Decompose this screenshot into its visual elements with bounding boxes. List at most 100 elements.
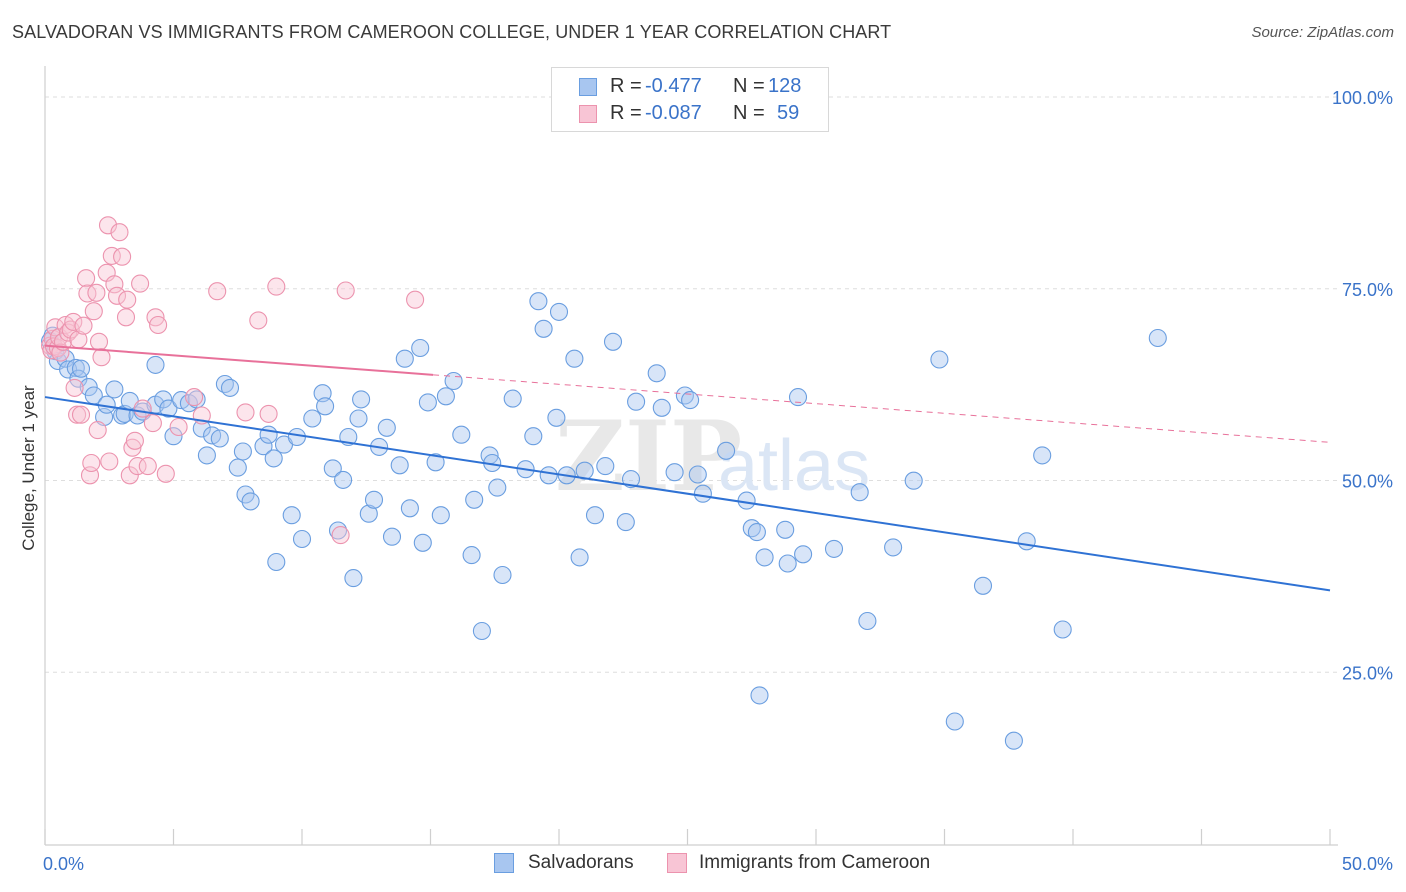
axes — [44, 66, 1338, 846]
data-point-salvadoran — [858, 611, 877, 631]
y-tick-label: 75.0% — [1342, 280, 1393, 300]
legend-swatch-pink — [667, 853, 687, 873]
data-point-salvadoran — [529, 292, 548, 311]
data-point-salvadoran — [344, 569, 363, 588]
legend-n-label: N = — [733, 75, 765, 97]
data-point-cameroon — [143, 414, 162, 433]
data-point-salvadoran — [390, 456, 409, 475]
data-point-salvadoran — [973, 576, 993, 595]
data-point-cameroon — [149, 315, 168, 335]
data-point-salvadoran — [688, 465, 707, 484]
data-point-cameroon — [107, 286, 127, 305]
data-point-salvadoran — [534, 319, 553, 338]
data-point-salvadoran — [334, 470, 353, 489]
legend-swatch-blue — [494, 853, 514, 873]
data-point-cameroon — [102, 246, 121, 265]
data-point-salvadoran — [282, 506, 301, 525]
data-point-salvadoran — [755, 548, 774, 567]
data-point-salvadoran — [465, 490, 484, 509]
data-point-salvadoran — [400, 499, 419, 518]
data-point-salvadoran — [316, 397, 335, 416]
data-point-salvadoran — [154, 390, 173, 409]
data-point-salvadoran — [395, 349, 414, 368]
data-point-salvadoran — [197, 446, 216, 465]
data-point-cameroon — [406, 290, 425, 309]
data-point-salvadoran — [418, 393, 437, 412]
legend-n-label: N = — [733, 102, 765, 124]
data-point-salvadoran — [776, 520, 795, 539]
data-point-salvadoran — [778, 554, 797, 573]
data-point-cameroon — [169, 417, 188, 437]
data-point-salvadoran — [71, 359, 91, 378]
data-point-cameroon — [98, 216, 118, 235]
data-point-salvadoran — [259, 425, 278, 444]
series-legend: Salvadorans Immigrants from Cameroon — [0, 851, 1406, 879]
data-point-salvadoran — [146, 355, 165, 374]
data-point-cameroon — [331, 526, 350, 545]
legend-r-label: R = — [610, 75, 642, 97]
data-point-salvadoran — [539, 466, 558, 485]
data-point-salvadoran — [436, 387, 455, 406]
data-point-cameroon — [125, 431, 144, 450]
data-point-salvadoran — [210, 429, 229, 448]
data-point-salvadoran — [1004, 731, 1023, 750]
data-point-cameroon — [65, 378, 84, 397]
data-point-salvadoran — [1017, 532, 1036, 551]
legend-row-salvadorans: R = -0.477 N = 128 — [552, 73, 828, 101]
data-point-cameroon — [71, 405, 91, 424]
data-point-cameroon — [185, 388, 204, 407]
data-point-salvadoran — [794, 545, 813, 564]
data-point-salvadoran — [377, 418, 396, 437]
legend-n-value: 59 — [777, 102, 800, 124]
data-point-salvadoran — [303, 409, 322, 428]
watermark: ZIP atlas — [555, 400, 870, 513]
data-point-salvadoran — [105, 380, 124, 399]
data-point-cameroon — [267, 277, 286, 296]
data-point-salvadoran — [1148, 328, 1167, 348]
data-point-salvadoran — [850, 483, 869, 502]
data-point-salvadoran — [364, 490, 384, 509]
data-point-salvadoran — [665, 463, 684, 482]
data-point-salvadoran — [570, 548, 589, 567]
data-point-salvadoran — [603, 332, 623, 351]
chart-source: Source: ZipAtlas.com — [1251, 24, 1394, 41]
data-point-salvadoran — [452, 425, 471, 444]
data-point-salvadoran — [349, 409, 368, 428]
data-point-salvadoran — [549, 302, 569, 321]
data-point-cameroon — [43, 329, 62, 348]
data-point-cameroon — [51, 343, 70, 362]
data-point-salvadoran — [737, 491, 756, 510]
data-point-salvadoran — [59, 360, 78, 379]
legend-r-value: -0.087 — [645, 102, 702, 124]
data-point-cameroon — [110, 223, 129, 242]
data-point-salvadoran — [547, 408, 566, 427]
data-point-cameroon — [236, 403, 255, 422]
data-point-salvadoran — [884, 538, 903, 557]
data-point-salvadoran — [717, 441, 736, 460]
data-point-salvadoran — [267, 552, 286, 572]
data-point-cameroon — [131, 274, 150, 293]
data-point-salvadoran — [616, 513, 635, 532]
data-point-salvadoran — [254, 437, 273, 456]
data-point-salvadoran — [472, 621, 491, 641]
data-point-salvadoran — [359, 504, 378, 523]
y-tick-labels: 100.0% 75.0% 50.0% 25.0% — [1332, 88, 1393, 683]
data-point-cameroon — [64, 312, 83, 331]
data-point-salvadoran — [596, 457, 615, 476]
data-point-salvadoran — [693, 484, 712, 503]
data-point-salvadoran — [747, 523, 766, 542]
data-point-cameroon — [249, 311, 268, 330]
data-point-cameroon — [68, 405, 87, 424]
x-tick-label: 0.0% — [43, 854, 84, 874]
data-point-salvadoran — [750, 686, 769, 705]
data-point-salvadoran — [488, 478, 507, 497]
data-point-salvadoran — [945, 712, 964, 731]
legend-swatch-pink — [579, 105, 597, 123]
data-point-cameroon — [138, 457, 157, 476]
data-point-salvadoran — [413, 533, 432, 552]
legend-r-label: R = — [610, 102, 642, 124]
data-point-salvadoran — [382, 527, 402, 546]
data-point-salvadoran — [444, 371, 463, 391]
data-point-cameroon — [259, 404, 278, 423]
